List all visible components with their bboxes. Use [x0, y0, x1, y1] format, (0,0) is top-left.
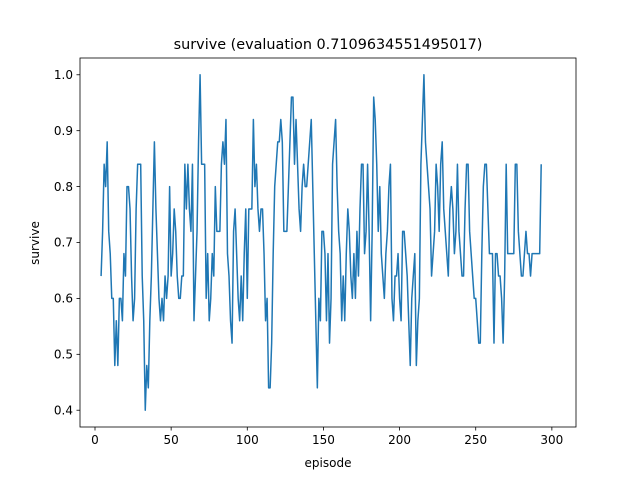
y-tick-label: 0.5 [54, 348, 73, 362]
x-tick-label: 200 [388, 433, 411, 447]
chart-title: survive (evaluation 0.7109634551495017) [174, 37, 483, 53]
y-tick-label: 0.9 [54, 124, 73, 138]
y-tick-label: 0.8 [54, 180, 73, 194]
x-axis-label: episode [305, 456, 352, 470]
plot-area: 0 50 100 150 200 250 300 0.4 0.5 0.6 0.7 0.8 0.9 1.0 [54, 57, 577, 447]
y-tick-label: 1.0 [54, 68, 73, 82]
x-tick-label: 50 [164, 433, 179, 447]
x-tick-label: 0 [91, 433, 99, 447]
x-tick-label: 150 [312, 433, 335, 447]
series-line-0 [100, 74, 542, 411]
y-axis-label: survive [28, 221, 42, 265]
x-tick-label: 100 [236, 433, 259, 447]
y-tick-label: 0.6 [54, 292, 73, 306]
y-tick-label: 0.7 [54, 236, 73, 250]
y-tick-label: 0.4 [54, 403, 73, 417]
x-tick-label: 250 [464, 433, 487, 447]
x-tick-label: 300 [540, 433, 563, 447]
